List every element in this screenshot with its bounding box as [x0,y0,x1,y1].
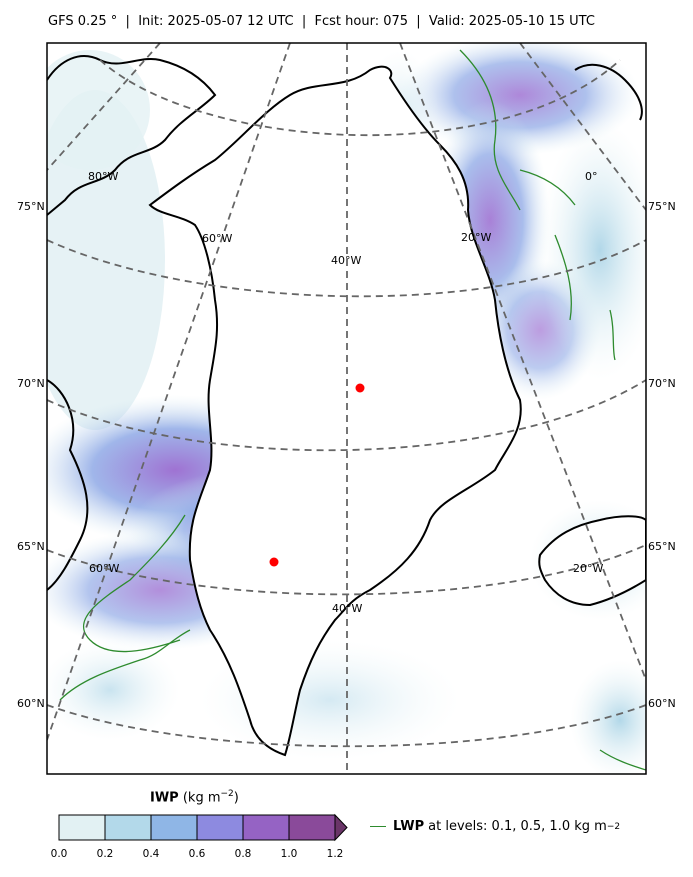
svalbard-coastline [574,63,643,121]
graticule [47,43,646,774]
lon-label-20w: 20°W [461,231,491,244]
lat-label-right-65: 65°N [648,540,676,553]
colorbar-tick: 0.2 [96,848,114,860]
lat-label-right-75: 75°N [648,200,676,213]
marker-summit [355,383,365,393]
legend-line-icon [370,826,386,827]
lat-label-left-60: 60°N [17,697,45,710]
lat-label-right-70: 70°N [648,377,676,390]
lon-labels: 80°W 60°W 40°W 20°W 0° 60°W 40°W 20°W [88,170,603,615]
lwp-legend: LWP at levels: 0.1, 0.5, 1.0 kg m −2 [370,819,620,834]
lon-label-80w: 80°W [88,170,118,183]
lat-label-left-75: 75°N [17,200,45,213]
lwp-contours [59,49,646,771]
lat-label-right-60: 60°N [648,697,676,710]
colorbar-title: IWP (kg m−2) [150,789,239,806]
lon-label-60w: 60°W [202,232,232,245]
colorbar-tick: 0.4 [142,848,160,860]
lon-label-60w-south: 60°W [89,562,119,575]
map-frame [46,42,647,775]
colorbar [58,813,348,842]
colorbar-tick: 1.0 [280,848,298,860]
lon-label-40w: 40°W [331,254,361,267]
colorbar-tick: 0.0 [50,848,68,860]
lon-label-40w-south: 40°W [332,602,362,615]
figure-title: GFS 0.25 ° | Init: 2025-05-07 12 UTC | F… [48,14,595,29]
colorbar-tick: 0.6 [188,848,206,860]
lon-label-20w-south: 20°W [573,562,603,575]
colorbar-tick: 0.8 [234,848,252,860]
baffin-coastline [47,379,89,591]
lat-label-left-70: 70°N [17,377,45,390]
iceland-coastline [538,515,646,607]
marker-southwest [269,557,279,567]
lon-label-0: 0° [585,170,598,183]
greenland-coastline [148,65,522,757]
colorbar-tick: 1.2 [326,848,344,860]
lat-label-left-65: 65°N [17,540,45,553]
